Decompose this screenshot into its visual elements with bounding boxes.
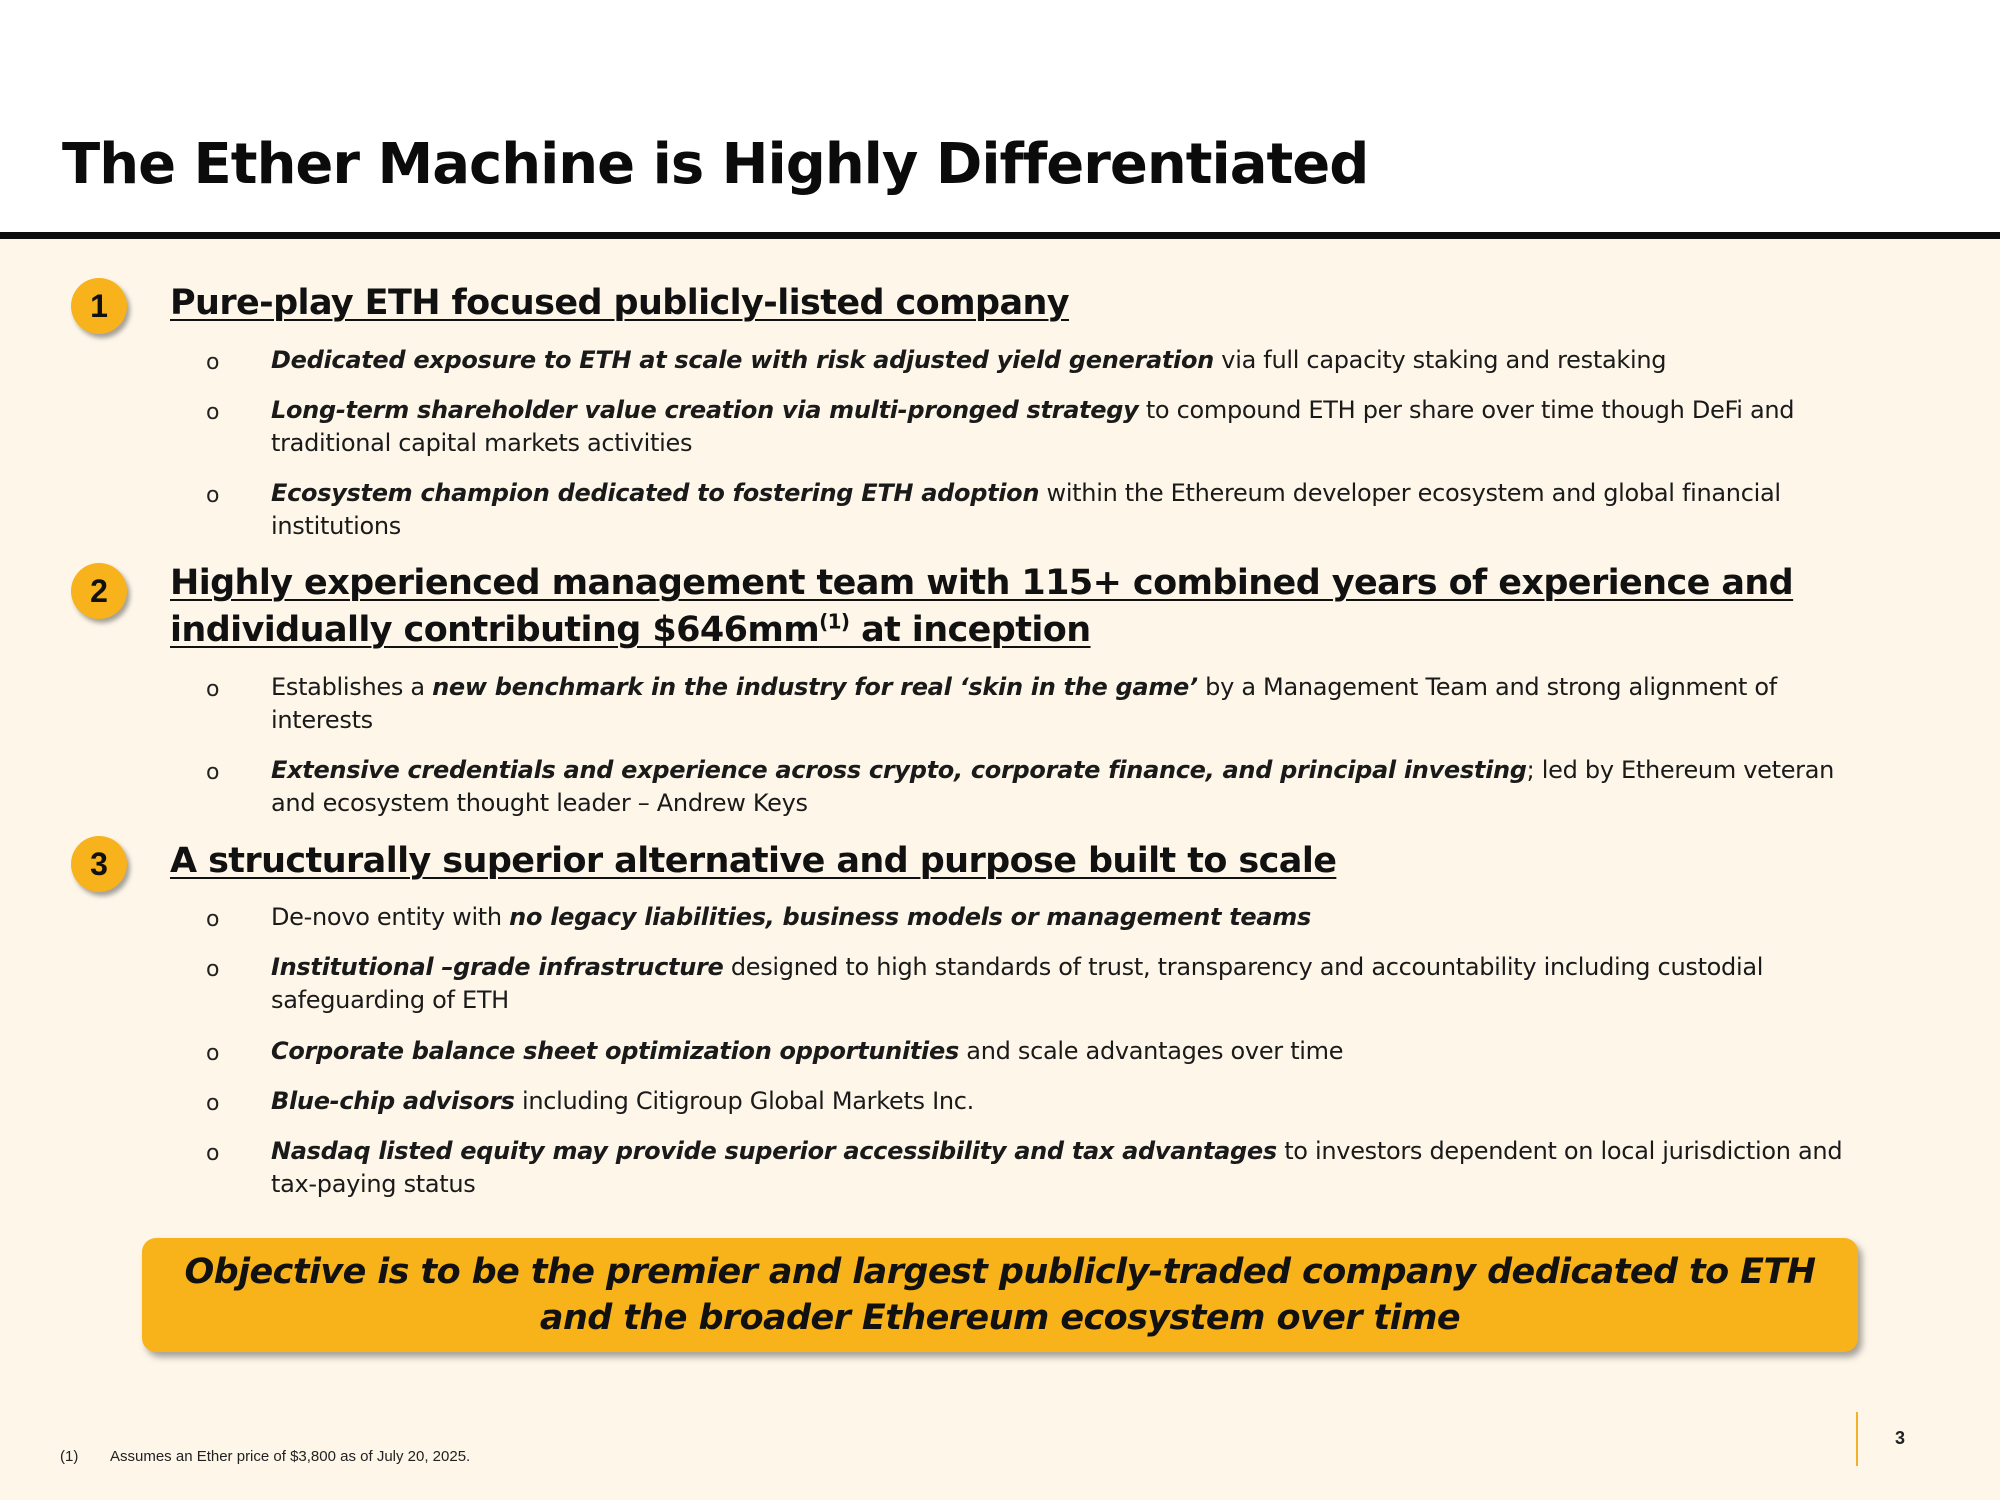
bullet-circle-icon: o [206, 1141, 220, 1166]
bullet-text: Establishes a new benchmark in the indus… [271, 671, 1871, 737]
bullet-rest: ; led by Ethereum veteran and ecosystem … [271, 756, 1835, 817]
title-divider [0, 232, 2000, 239]
bullet-emphasis: Dedicated exposure to ETH at scale with … [271, 346, 1214, 374]
page-title: The Ether Machine is Highly Differentiat… [62, 132, 1369, 197]
objective-callout: Objective is to be the premier and large… [142, 1238, 1858, 1352]
section-heading: Highly experienced management team with … [170, 560, 1890, 654]
bullet-circle-icon: o [206, 907, 220, 932]
footnote: (1) Assumes an Ether price of $3,800 as o… [60, 1448, 470, 1465]
bullet-rest: and scale advantages over time [958, 1037, 1344, 1065]
bullet-emphasis: no legacy liabilities, business models o… [509, 903, 1311, 931]
footnote-marker: (1) [60, 1448, 79, 1465]
bullet-text: Corporate balance sheet optimization opp… [271, 1035, 1871, 1068]
bullet-text: Nasdaq listed equity may provide superio… [271, 1135, 1871, 1201]
bullet-emphasis: new benchmark in the industry for real ‘… [432, 673, 1198, 701]
bullet-rest: designed to high standards of trust, tra… [271, 953, 1764, 1014]
section-heading-text: Highly experienced management team with … [170, 563, 1794, 650]
bullet-rest: within the Ethereum developer ecosystem … [271, 479, 1781, 540]
bullet-emphasis: Nasdaq listed equity may provide superio… [271, 1137, 1277, 1165]
bullet-text: Long-term shareholder value creation via… [271, 394, 1871, 460]
bullet-text: Blue-chip advisors including Citigroup G… [271, 1085, 1871, 1118]
bullet-text: Dedicated exposure to ETH at scale with … [271, 344, 1871, 377]
section-number-badge: 2 [71, 563, 127, 619]
section-heading: A structurally superior alternative and … [170, 841, 1337, 881]
bullet-circle-icon: o [206, 350, 220, 375]
page-number-divider [1856, 1412, 1858, 1466]
bullet-emphasis: Corporate balance sheet optimization opp… [271, 1037, 959, 1065]
bullet-circle-icon: o [206, 677, 220, 702]
bullet-emphasis: Long-term shareholder value creation via… [271, 396, 1139, 424]
section-number-badge: 3 [71, 836, 127, 892]
objective-line-1: Objective is to be the premier and large… [184, 1252, 1817, 1292]
objective-line-2: and the broader Ethereum ecosystem over … [539, 1298, 1461, 1338]
bullet-circle-icon: o [206, 1091, 220, 1116]
bullet-text: Ecosystem champion dedicated to fosterin… [271, 477, 1871, 543]
bullet-lead: De-novo entity with [271, 903, 510, 931]
bullet-rest: to compound ETH per share over time thou… [271, 396, 1795, 457]
slide-header: The Ether Machine is Highly Differentiat… [0, 0, 2000, 232]
bullet-circle-icon: o [206, 483, 220, 508]
page-number: 3 [1895, 1428, 1906, 1448]
section-number-badge: 1 [71, 278, 127, 334]
bullet-rest: including Citigroup Global Markets Inc. [514, 1087, 975, 1115]
section-heading: Pure-play ETH focused publicly-listed co… [170, 283, 1070, 323]
footnote-text: Assumes an Ether price of $3,800 as of J… [110, 1448, 471, 1465]
section-heading-text-end: at inception [849, 610, 1091, 650]
bullet-circle-icon: o [206, 957, 220, 982]
bullet-rest: by a Management Team and strong alignmen… [271, 673, 1777, 734]
bullet-text: Extensive credentials and experience acr… [271, 754, 1871, 820]
bullet-text: De-novo entity with no legacy liabilitie… [271, 901, 1871, 934]
bullet-rest: via full capacity staking and restaking [1213, 346, 1667, 374]
bullet-circle-icon: o [206, 760, 220, 785]
bullet-circle-icon: o [206, 1041, 220, 1066]
bullet-circle-icon: o [206, 400, 220, 425]
bullet-emphasis: Institutional –grade infrastructure [271, 953, 724, 981]
footnote-reference: (1) [819, 609, 850, 634]
bullet-emphasis: Extensive credentials and experience acr… [271, 756, 1527, 784]
bullet-rest: to investors dependent on local jurisdic… [271, 1137, 1843, 1198]
bullet-emphasis: Ecosystem champion dedicated to fosterin… [271, 479, 1040, 507]
bullet-emphasis: Blue-chip advisors [271, 1087, 515, 1115]
bullet-lead: Establishes a [271, 673, 433, 701]
bullet-text: Institutional –grade infrastructure desi… [271, 951, 1871, 1017]
